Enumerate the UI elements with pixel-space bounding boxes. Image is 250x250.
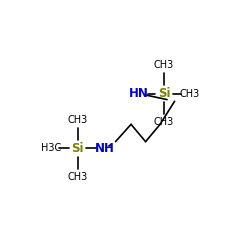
Text: HN: HN	[129, 87, 149, 100]
Text: CH3: CH3	[68, 172, 88, 182]
Text: CH3: CH3	[180, 88, 200, 99]
Text: Si: Si	[158, 87, 170, 100]
Text: Si: Si	[72, 142, 84, 155]
Text: CH3: CH3	[68, 114, 88, 124]
Text: CH3: CH3	[154, 60, 174, 70]
Text: CH3: CH3	[154, 118, 174, 128]
Text: NH: NH	[95, 142, 115, 155]
Text: H3C: H3C	[40, 144, 61, 154]
